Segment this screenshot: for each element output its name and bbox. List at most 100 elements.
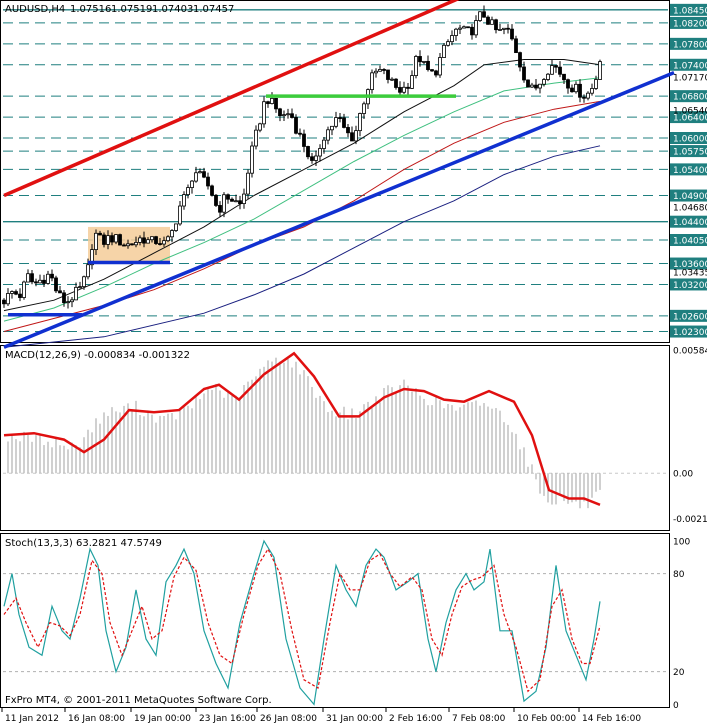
candle-body (50, 273, 54, 279)
candle-body (210, 185, 214, 196)
price-label-box (670, 257, 707, 270)
candle-body (466, 26, 470, 29)
price-label: 1.06800 (673, 93, 707, 103)
horizontal-segments (8, 94, 456, 317)
time-label: 11 Jan 2012 (5, 714, 59, 724)
candle-body (434, 70, 438, 76)
candle-body (302, 133, 306, 147)
candle-body (298, 132, 302, 135)
candle-body (54, 277, 58, 292)
time-label: 7 Feb 08:00 (452, 714, 506, 724)
candle-body (146, 239, 150, 244)
time-label: 23 Jan 16:00 (199, 714, 256, 724)
candle-body (222, 194, 226, 213)
candle-body (574, 83, 578, 93)
main-header-high: 1.07519 (111, 4, 152, 15)
candle-body (234, 200, 238, 203)
price-label-box (670, 16, 707, 29)
candle-body (130, 243, 134, 246)
candle-body (398, 87, 402, 93)
candle-body (90, 249, 94, 266)
candle-body (410, 75, 414, 89)
candle-body (530, 84, 534, 88)
candle-body (582, 96, 586, 99)
candle-body (478, 11, 482, 21)
candle-body (30, 273, 34, 283)
price-label: 1.02600 (673, 312, 707, 322)
candle-body (570, 87, 574, 93)
candle-body (310, 156, 314, 161)
candle-body (270, 97, 274, 104)
macd-axis-labels: 0.005848 0.00 -0.00214 (673, 347, 707, 525)
candle-body (586, 92, 590, 99)
candle-body (402, 86, 406, 93)
moving-average-slow (3, 59, 601, 312)
price-label: 1.06000 (673, 135, 707, 145)
candle-body (194, 172, 198, 182)
candle-body (198, 171, 202, 174)
candle-body (454, 28, 458, 36)
candle-body (102, 234, 106, 245)
candle-body (226, 194, 230, 200)
price-label: 1.04400 (673, 218, 707, 228)
candle-body (98, 232, 102, 236)
time-label: 19 Jan 00:00 (134, 714, 191, 724)
candle-body (286, 113, 290, 116)
candle-body (566, 79, 570, 89)
candle-body (166, 236, 170, 242)
price-label: 1.08450 (673, 6, 707, 16)
price-label-box (670, 37, 707, 50)
candle-body (414, 56, 418, 76)
main-panel-frame (0, 0, 670, 343)
macd-axis-label: 0.00 (673, 470, 693, 480)
moving-averages (3, 59, 601, 348)
candle-body (214, 194, 218, 206)
price-level-lines (3, 9, 668, 333)
candle-body (82, 276, 86, 288)
candle-body (426, 60, 430, 70)
candle-body (154, 236, 158, 244)
candle-body (446, 41, 450, 46)
price-label: 1.02300 (673, 328, 707, 338)
candle-body (278, 108, 282, 117)
candle-body (438, 57, 442, 76)
stoch-axis-label: 80 (673, 570, 685, 580)
candle-body (386, 69, 390, 80)
candle-body (158, 243, 162, 245)
candle-body (142, 237, 146, 244)
candle-body (126, 243, 130, 247)
candle-body (334, 117, 338, 127)
main-header-open: 1.07516 (70, 4, 111, 15)
candle-body (26, 273, 30, 283)
price-label-box (670, 163, 707, 176)
price-label-box (670, 111, 707, 124)
candle-body (518, 52, 522, 68)
candle-body (442, 44, 446, 58)
stoch-axis-label: 0 (673, 701, 679, 711)
candle-body (206, 176, 210, 187)
candle-body (534, 84, 538, 89)
candle-body (598, 61, 602, 80)
price-label-box (670, 3, 707, 16)
price-label-box (670, 278, 707, 291)
candle-body (378, 69, 382, 72)
macd-axis-label: 0.005848 (673, 347, 707, 357)
candle-body (418, 56, 422, 63)
candle-body (506, 27, 510, 30)
candle-body (498, 28, 502, 31)
candle-body (354, 130, 358, 142)
macd-series (3, 351, 668, 509)
candle-body (394, 78, 398, 88)
time-label: 14 Feb 16:00 (582, 714, 641, 724)
candle-body (18, 293, 22, 298)
candle-body (62, 292, 66, 304)
stoch-axis-label: 20 (673, 668, 685, 678)
candle-body (170, 230, 174, 238)
candle-body (34, 281, 38, 284)
candle-body (550, 65, 554, 75)
candle-body (10, 291, 14, 294)
candle-body (70, 299, 74, 303)
candle-body (238, 200, 242, 205)
candle-body (470, 26, 474, 36)
